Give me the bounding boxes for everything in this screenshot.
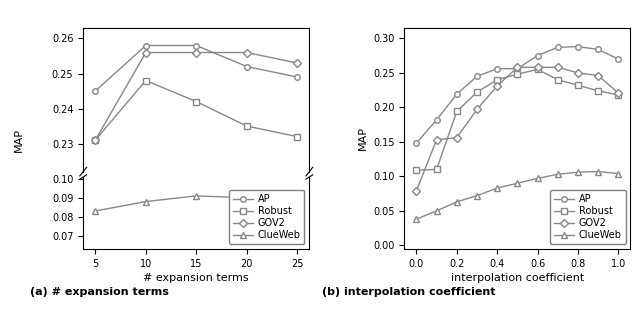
AP xyxy=(473,74,481,78)
ClueWeb xyxy=(413,217,420,221)
Robust xyxy=(473,90,481,94)
GOV2 xyxy=(513,65,521,69)
Line: GOV2: GOV2 xyxy=(413,65,621,194)
Robust xyxy=(92,138,99,142)
Robust xyxy=(493,78,501,81)
ClueWeb xyxy=(574,170,582,174)
AP xyxy=(493,67,501,71)
GOV2 xyxy=(614,91,622,95)
GOV2 xyxy=(243,51,251,54)
AP xyxy=(92,89,99,93)
ClueWeb xyxy=(293,200,301,203)
AP xyxy=(614,57,622,61)
GOV2 xyxy=(473,108,481,111)
ClueWeb xyxy=(534,177,541,180)
ClueWeb xyxy=(493,186,501,190)
GOV2 xyxy=(554,65,561,69)
AP xyxy=(453,92,461,96)
Line: Robust: Robust xyxy=(413,67,621,173)
Robust xyxy=(574,83,582,87)
GOV2 xyxy=(574,71,582,75)
X-axis label: interpolation coefficient: interpolation coefficient xyxy=(451,273,584,283)
Robust xyxy=(142,79,150,82)
ClueWeb xyxy=(595,170,602,174)
GOV2 xyxy=(493,84,501,88)
Line: ClueWeb: ClueWeb xyxy=(93,193,300,214)
ClueWeb xyxy=(473,194,481,197)
Text: (b) interpolation coefficient: (b) interpolation coefficient xyxy=(321,287,495,297)
AP xyxy=(293,75,301,79)
Robust xyxy=(453,109,461,113)
Line: GOV2: GOV2 xyxy=(93,50,300,143)
AP xyxy=(513,67,521,71)
ClueWeb xyxy=(554,172,561,176)
GOV2 xyxy=(293,61,301,65)
GOV2 xyxy=(453,136,461,140)
GOV2 xyxy=(92,138,99,142)
X-axis label: # expansion terms: # expansion terms xyxy=(143,273,249,283)
ClueWeb xyxy=(614,172,622,175)
Robust xyxy=(433,168,440,171)
AP xyxy=(534,54,541,58)
ClueWeb xyxy=(92,209,99,213)
Robust xyxy=(513,72,521,76)
AP xyxy=(574,45,582,49)
Line: AP: AP xyxy=(413,44,621,146)
Robust xyxy=(243,124,251,128)
ClueWeb xyxy=(453,200,461,204)
Line: ClueWeb: ClueWeb xyxy=(413,169,621,222)
ClueWeb xyxy=(513,181,521,185)
AP xyxy=(142,44,150,47)
Robust xyxy=(293,135,301,138)
GOV2 xyxy=(413,189,420,193)
ClueWeb xyxy=(433,209,440,213)
Robust xyxy=(554,78,561,81)
Robust xyxy=(193,100,200,104)
Text: (a) # expansion terms: (a) # expansion terms xyxy=(30,287,168,297)
ClueWeb xyxy=(243,196,251,200)
Line: Robust: Robust xyxy=(93,78,300,143)
GOV2 xyxy=(534,65,541,69)
Robust xyxy=(614,93,622,97)
GOV2 xyxy=(433,138,440,142)
Robust xyxy=(413,168,420,172)
AP xyxy=(193,44,200,47)
ClueWeb xyxy=(142,200,150,203)
ClueWeb xyxy=(193,194,200,198)
AP xyxy=(595,48,602,51)
GOV2 xyxy=(142,51,150,54)
Legend: AP, Robust, GOV2, ClueWeb: AP, Robust, GOV2, ClueWeb xyxy=(229,190,305,244)
AP xyxy=(413,142,420,145)
Robust xyxy=(534,67,541,71)
GOV2 xyxy=(193,51,200,54)
Legend: AP, Robust, GOV2, ClueWeb: AP, Robust, GOV2, ClueWeb xyxy=(550,190,625,244)
Robust xyxy=(595,89,602,93)
GOV2 xyxy=(595,74,602,77)
AP xyxy=(243,65,251,68)
Line: AP: AP xyxy=(93,43,300,94)
Y-axis label: MAP: MAP xyxy=(357,126,367,151)
Text: MAP: MAP xyxy=(14,128,24,152)
AP xyxy=(554,45,561,49)
AP xyxy=(433,118,440,122)
